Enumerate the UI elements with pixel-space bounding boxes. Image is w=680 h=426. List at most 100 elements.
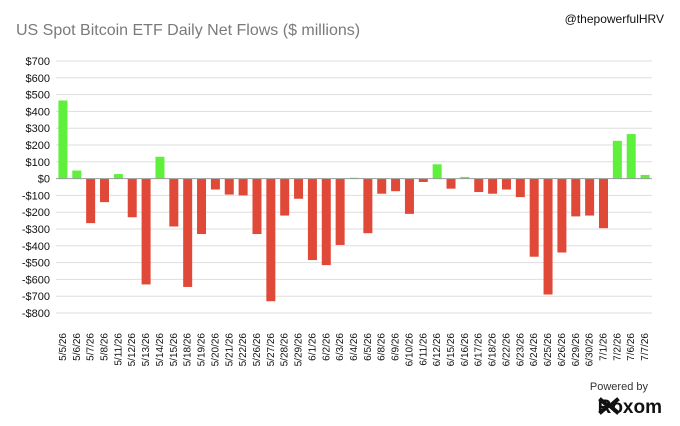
x-tick-label: 5/19/26 bbox=[197, 333, 208, 367]
x-tick-label: 7/1/26 bbox=[598, 333, 609, 361]
x-tick-label: 6/16/26 bbox=[460, 333, 471, 367]
bar bbox=[515, 178, 525, 198]
bar bbox=[238, 178, 248, 196]
bar bbox=[266, 178, 276, 302]
y-tick-label: -$600 bbox=[22, 274, 50, 286]
brand-logo: Roxom bbox=[598, 397, 662, 419]
x-tick-label: 6/11/26 bbox=[418, 333, 429, 366]
bar bbox=[197, 178, 207, 235]
x-tick-label: 5/15/26 bbox=[169, 333, 180, 367]
y-tick-label: $400 bbox=[26, 106, 50, 118]
x-tick-label: 6/5/26 bbox=[363, 333, 374, 361]
author-handle: @thepowerfulHRV bbox=[564, 12, 664, 26]
x-tick-label: 6/22/26 bbox=[501, 333, 512, 367]
x-tick-label: 5/8/26 bbox=[100, 333, 111, 361]
x-tick-label: 6/25/26 bbox=[543, 333, 554, 367]
x-tick-label: 5/28/26 bbox=[280, 333, 291, 367]
bar bbox=[86, 178, 96, 224]
bar bbox=[432, 164, 442, 179]
bar bbox=[280, 178, 290, 216]
x-tick-label: 6/2/26 bbox=[321, 333, 332, 361]
x-tick-label: 6/10/26 bbox=[404, 333, 415, 367]
x-tick-label: 5/12/26 bbox=[127, 333, 138, 367]
x-tick-label: 6/3/26 bbox=[335, 333, 346, 361]
x-tick-label: 6/9/26 bbox=[391, 333, 402, 361]
bar bbox=[474, 178, 484, 193]
y-tick-label: $500 bbox=[26, 90, 50, 102]
x-tick-label: 6/8/26 bbox=[377, 333, 388, 361]
y-tick-label: $200 bbox=[26, 140, 50, 152]
x-tick-label: 6/26/26 bbox=[557, 333, 568, 367]
bar bbox=[557, 178, 567, 253]
bar bbox=[155, 156, 165, 179]
y-tick-label: $700 bbox=[26, 56, 50, 68]
bar bbox=[488, 178, 498, 194]
bar bbox=[294, 178, 304, 199]
x-tick-label: 5/14/26 bbox=[155, 333, 166, 367]
x-tick-label: 6/12/26 bbox=[432, 333, 443, 367]
x-tick-label: 6/15/26 bbox=[446, 333, 457, 367]
y-tick-label: $600 bbox=[26, 73, 50, 85]
x-tick-label: 6/17/26 bbox=[474, 333, 485, 367]
x-tick-label: 6/4/26 bbox=[349, 333, 360, 361]
bar bbox=[363, 178, 373, 234]
chart-title: US Spot Bitcoin ETF Daily Net Flows ($ m… bbox=[16, 22, 361, 39]
bar bbox=[183, 178, 193, 287]
x-tick-label: 6/24/26 bbox=[529, 333, 540, 367]
y-tick-label: $100 bbox=[26, 157, 50, 169]
bar bbox=[113, 174, 123, 179]
bar bbox=[252, 178, 262, 235]
x-tick-label: 5/7/26 bbox=[86, 333, 97, 361]
x-tick-label: 5/22/26 bbox=[238, 333, 249, 367]
bar bbox=[501, 178, 511, 190]
x-tick-label: 6/18/26 bbox=[488, 333, 499, 367]
bar bbox=[543, 178, 553, 295]
bar bbox=[626, 134, 636, 179]
powered-by-label: Powered by bbox=[589, 381, 648, 393]
y-tick-label: -$700 bbox=[22, 291, 50, 303]
y-tick-label: -$100 bbox=[22, 190, 50, 202]
y-tick-label: $0 bbox=[38, 174, 50, 186]
bar bbox=[585, 178, 595, 216]
bar bbox=[571, 178, 581, 217]
x-tick-label: 5/13/26 bbox=[141, 333, 152, 367]
bar bbox=[210, 178, 220, 190]
y-tick-label: -$500 bbox=[22, 258, 50, 270]
y-tick-label: -$200 bbox=[22, 207, 50, 219]
x-tick-label: 5/21/26 bbox=[224, 333, 235, 367]
roxom-logo-icon bbox=[597, 397, 620, 415]
bar bbox=[321, 178, 331, 266]
bar bbox=[404, 178, 414, 214]
bar bbox=[460, 176, 470, 179]
bar bbox=[127, 178, 137, 218]
y-tick-label: $300 bbox=[26, 123, 50, 135]
x-tick-label: 6/1/26 bbox=[307, 333, 318, 361]
x-tick-label: 5/5/26 bbox=[58, 333, 69, 361]
y-tick-label: -$300 bbox=[22, 224, 50, 236]
x-tick-label: 6/23/26 bbox=[515, 333, 526, 367]
x-tick-label: 5/11/26 bbox=[113, 333, 124, 366]
x-tick-label: 7/7/26 bbox=[640, 333, 651, 361]
bar bbox=[640, 174, 650, 179]
x-tick-label: 5/29/26 bbox=[294, 333, 305, 367]
bar bbox=[391, 178, 401, 192]
x-tick-label: 5/27/26 bbox=[266, 333, 277, 367]
bar bbox=[598, 178, 608, 229]
bar bbox=[529, 178, 539, 257]
x-tick-label: 5/26/26 bbox=[252, 333, 263, 367]
bar bbox=[100, 178, 110, 203]
bar bbox=[72, 170, 82, 179]
bar bbox=[224, 178, 234, 195]
x-tick-label: 6/30/26 bbox=[585, 333, 596, 367]
x-tick-label: 5/18/26 bbox=[183, 333, 194, 367]
bar bbox=[169, 178, 179, 227]
x-tick-label: 5/20/26 bbox=[210, 333, 221, 367]
bar bbox=[307, 178, 317, 261]
x-tick-label: 7/6/26 bbox=[626, 333, 637, 361]
bar bbox=[612, 140, 622, 179]
bar bbox=[377, 178, 387, 194]
bar bbox=[58, 100, 68, 179]
bar bbox=[446, 178, 456, 189]
bar bbox=[141, 178, 151, 285]
